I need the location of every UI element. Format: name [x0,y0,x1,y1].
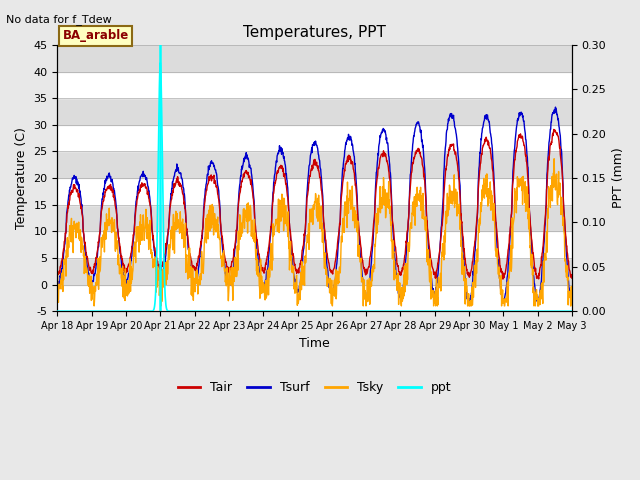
Bar [58,231,572,258]
Bar [58,98,572,125]
Y-axis label: PPT (mm): PPT (mm) [612,148,625,208]
X-axis label: Time: Time [300,336,330,349]
Bar [58,45,572,72]
Bar [58,152,572,178]
Y-axis label: Temperature (C): Temperature (C) [15,127,28,229]
Bar [58,125,572,152]
Bar [58,285,572,311]
Text: No data for f_Tdew: No data for f_Tdew [6,14,112,25]
Legend: Tair, Tsurf, Tsky, ppt: Tair, Tsurf, Tsky, ppt [173,376,456,399]
Title: Temperatures, PPT: Temperatures, PPT [243,24,386,39]
Bar [58,258,572,285]
Text: BA_arable: BA_arable [63,29,129,42]
Bar [58,178,572,204]
Bar [58,72,572,98]
Bar [58,204,572,231]
